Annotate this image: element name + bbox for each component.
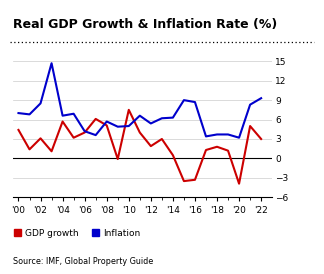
- Inflation: [116, 125, 120, 128]
- GDP growth: [204, 148, 208, 152]
- Text: Real GDP Growth & Inflation Rate (%): Real GDP Growth & Inflation Rate (%): [13, 18, 277, 31]
- GDP growth: [50, 150, 53, 153]
- GDP growth: [94, 117, 98, 121]
- Legend: GDP growth, Inflation: GDP growth, Inflation: [14, 229, 140, 238]
- GDP growth: [17, 128, 20, 132]
- Inflation: [50, 62, 53, 65]
- Inflation: [248, 103, 252, 106]
- GDP growth: [127, 108, 131, 112]
- GDP growth: [61, 120, 64, 123]
- Inflation: [160, 117, 164, 120]
- GDP growth: [237, 182, 241, 185]
- Inflation: [72, 112, 75, 115]
- Inflation: [215, 133, 219, 136]
- Inflation: [39, 102, 42, 105]
- GDP growth: [149, 144, 153, 148]
- GDP growth: [105, 124, 109, 127]
- Inflation: [193, 101, 197, 104]
- Inflation: [105, 120, 109, 123]
- Inflation: [138, 114, 142, 117]
- Line: GDP growth: GDP growth: [18, 110, 261, 184]
- GDP growth: [116, 158, 120, 161]
- Inflation: [17, 112, 20, 115]
- Inflation: [171, 116, 175, 119]
- Inflation: [204, 135, 208, 138]
- Inflation: [127, 124, 131, 128]
- GDP growth: [72, 136, 75, 139]
- GDP growth: [215, 145, 219, 149]
- GDP growth: [248, 124, 252, 128]
- GDP growth: [83, 131, 87, 134]
- Inflation: [237, 136, 241, 139]
- GDP growth: [226, 149, 230, 152]
- GDP growth: [171, 153, 175, 157]
- GDP growth: [138, 131, 142, 134]
- Inflation: [83, 130, 87, 133]
- GDP growth: [39, 137, 42, 140]
- GDP growth: [160, 137, 164, 141]
- Inflation: [61, 114, 64, 117]
- GDP growth: [182, 179, 186, 183]
- GDP growth: [259, 137, 263, 141]
- GDP growth: [193, 178, 197, 181]
- GDP growth: [28, 148, 31, 151]
- Line: Inflation: Inflation: [18, 63, 261, 138]
- Inflation: [149, 122, 153, 125]
- Inflation: [226, 133, 230, 136]
- Inflation: [182, 98, 186, 102]
- Text: Source: IMF, Global Property Guide: Source: IMF, Global Property Guide: [13, 257, 153, 266]
- Inflation: [259, 96, 263, 100]
- Inflation: [94, 133, 98, 137]
- Inflation: [28, 113, 31, 116]
